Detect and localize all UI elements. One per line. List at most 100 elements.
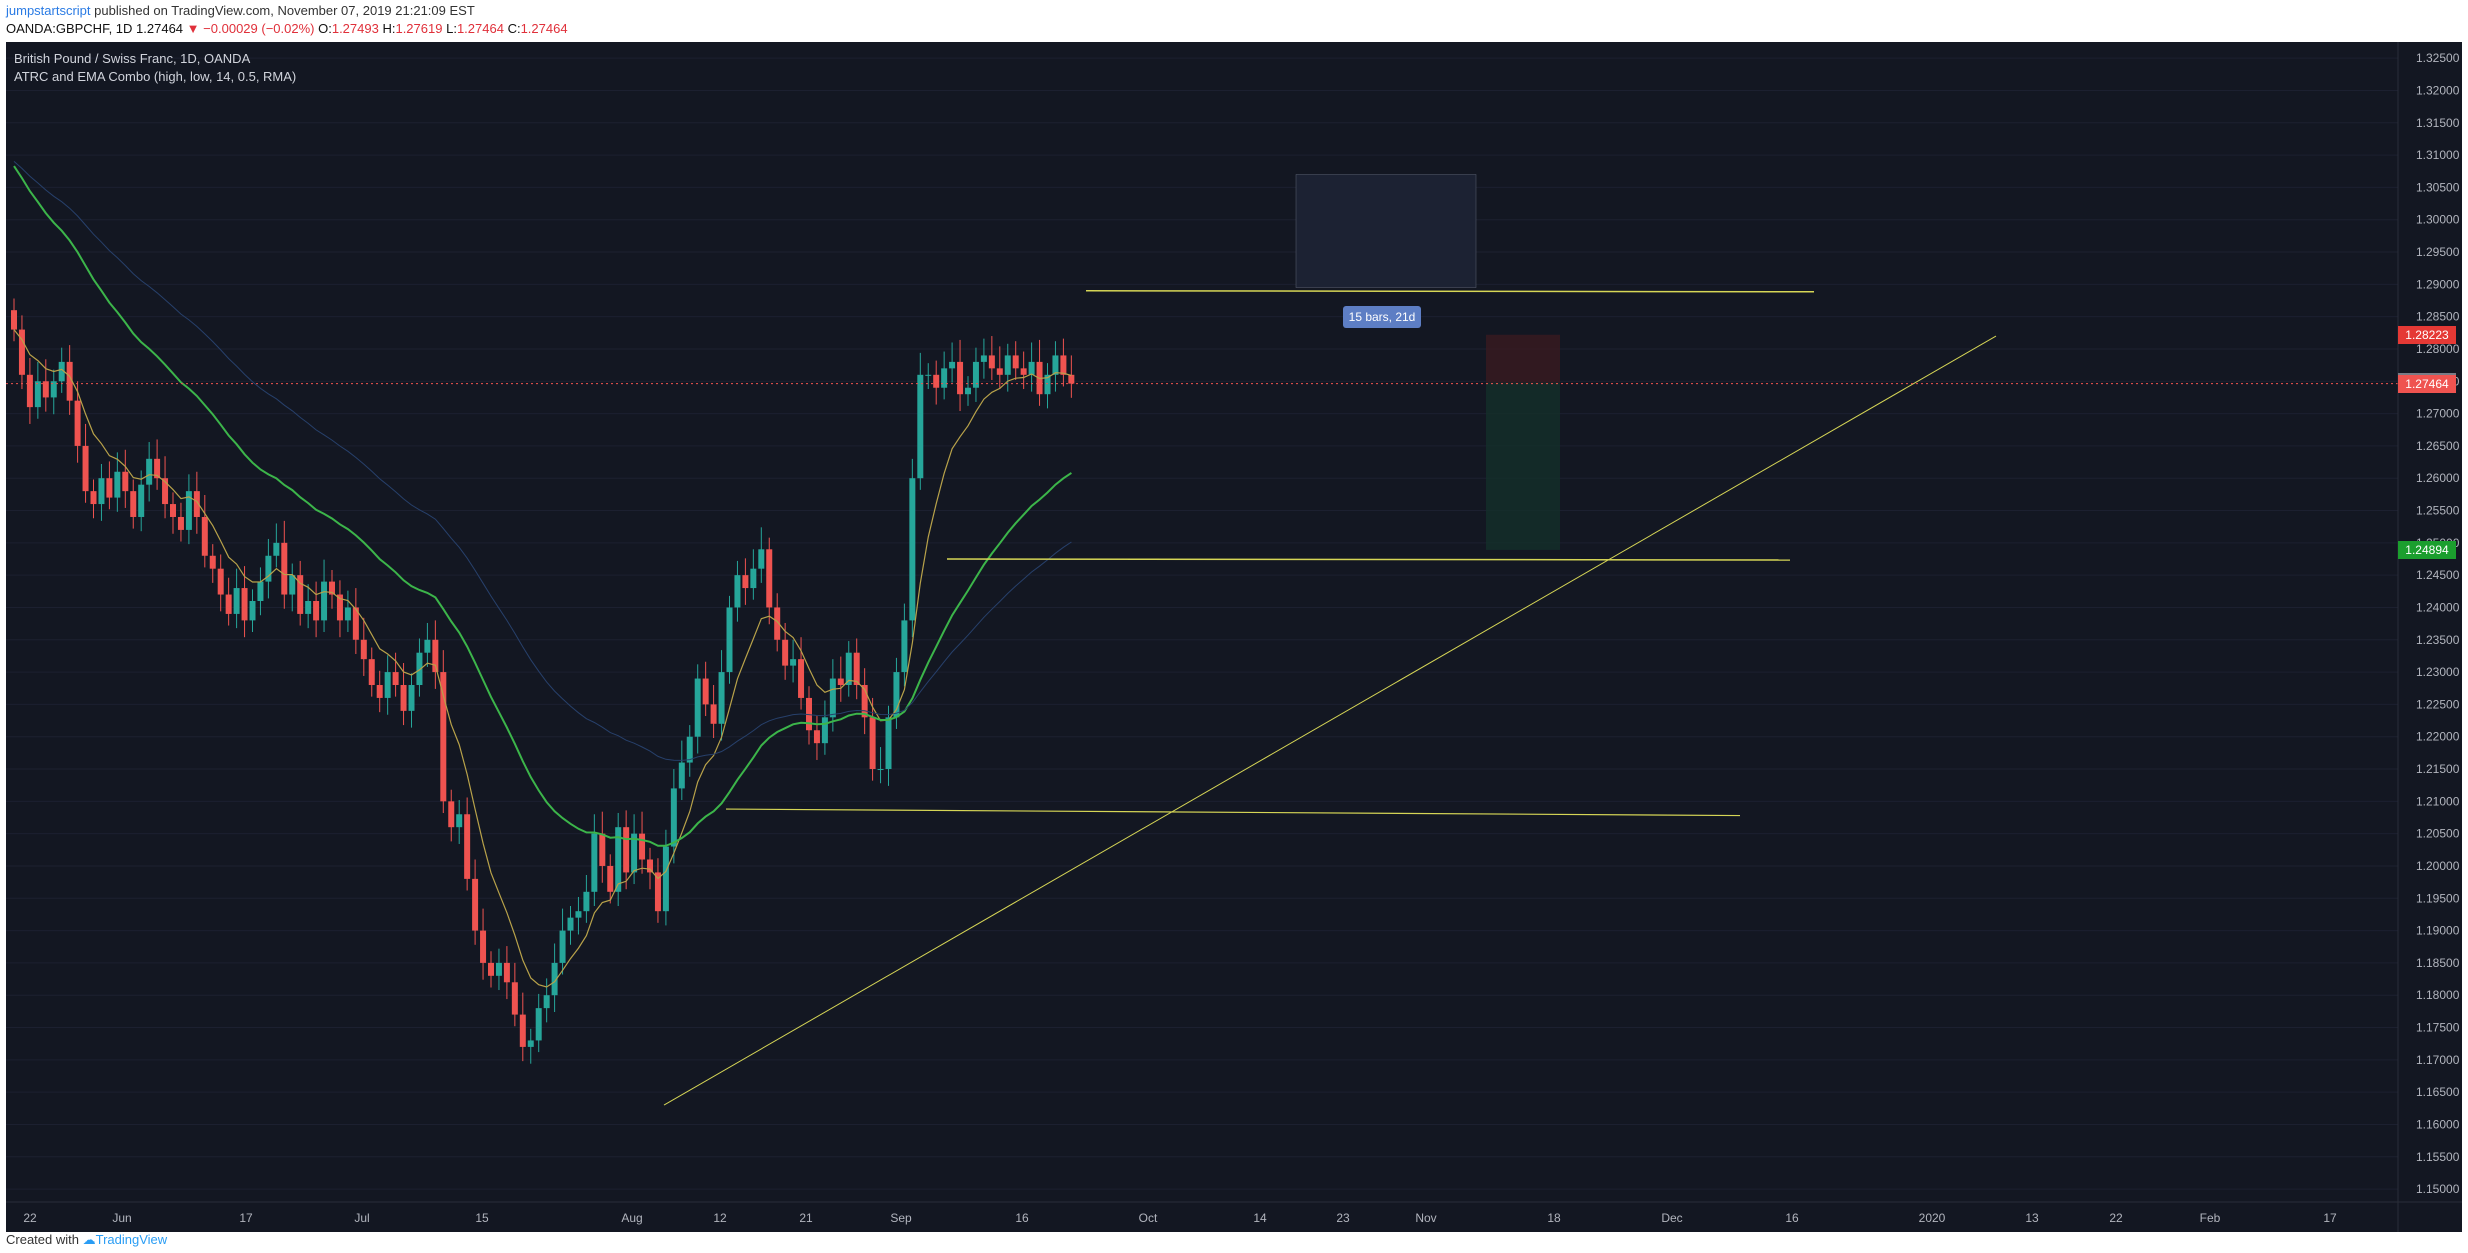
- rising-trendline: [663, 335, 1997, 1106]
- candle-body: [241, 588, 248, 621]
- candle-body: [551, 962, 558, 996]
- high-label: H:: [382, 21, 396, 36]
- time-tick-label: 22: [2109, 1211, 2123, 1225]
- candle-body: [321, 581, 328, 621]
- price-tick-label: 1.21000: [2416, 794, 2460, 808]
- footer: Created with ☁TradingView: [6, 1232, 167, 1253]
- candle-body: [472, 878, 479, 931]
- candle-body: [742, 575, 749, 589]
- candle-body: [837, 678, 844, 686]
- candle-body: [718, 672, 725, 724]
- candle-body: [639, 833, 646, 860]
- price-tag: 1.24894: [2398, 540, 2456, 559]
- time-tick-label: 13: [2025, 1211, 2039, 1225]
- candle-body: [933, 374, 940, 388]
- price-tick-label: 1.21500: [2416, 762, 2460, 776]
- price-change: −0.00029 (−0.02%): [203, 21, 315, 36]
- lower-support-line: [725, 808, 1741, 817]
- tradingview-brand[interactable]: TradingView: [95, 1232, 168, 1247]
- close-label: C:: [507, 21, 521, 36]
- candle-body: [877, 769, 884, 771]
- price-tick-label: 1.25500: [2416, 504, 2460, 518]
- candle-body: [893, 672, 900, 718]
- candle-body: [26, 374, 33, 408]
- candle-body: [106, 478, 113, 498]
- time-tick-label: 12: [713, 1211, 727, 1225]
- candle-body: [917, 374, 924, 479]
- candle-body: [527, 1040, 534, 1047]
- price-tick-label: 1.31500: [2416, 116, 2460, 130]
- candle-body: [965, 387, 971, 395]
- candle-body: [162, 478, 169, 505]
- price-tick-label: 1.22000: [2416, 730, 2460, 744]
- candle-body: [782, 639, 789, 666]
- candle-body: [710, 704, 717, 724]
- candle-body: [34, 381, 41, 408]
- high-value: 1.27619: [395, 21, 443, 36]
- time-tick-label: Sep: [890, 1211, 912, 1225]
- price-tick-label: 1.18000: [2416, 988, 2460, 1002]
- candle-body: [1012, 355, 1019, 369]
- candle-body: [503, 962, 510, 983]
- price-tick-label: 1.16000: [2416, 1117, 2460, 1131]
- price-tick-label: 1.32500: [2416, 51, 2460, 65]
- time-tick-label: 2020: [1919, 1211, 1946, 1225]
- candle-body: [170, 504, 176, 517]
- candle-body: [988, 355, 995, 369]
- time-tick-label: 14: [1253, 1211, 1267, 1225]
- candle-body: [583, 891, 590, 912]
- price-tick-label: 1.32000: [2416, 83, 2460, 97]
- publish-line: jumpstartscript published on TradingView…: [6, 3, 475, 18]
- candle-body: [11, 310, 17, 330]
- price-tick-label: 1.28000: [2416, 342, 2460, 356]
- price-tick-label: 1.29500: [2416, 245, 2460, 259]
- candle-body: [82, 445, 89, 492]
- candle-body: [448, 801, 455, 828]
- measure-tool-label[interactable]: 15 bars, 21d: [1343, 306, 1421, 328]
- candle-body: [678, 762, 685, 789]
- time-tick-label: 22: [23, 1211, 37, 1225]
- price-tick-label: 1.31000: [2416, 148, 2460, 162]
- candle-body: [647, 859, 653, 873]
- candle-body: [50, 381, 57, 398]
- resistance-line: [1085, 290, 1815, 293]
- price-tick-label: 1.28500: [2416, 310, 2460, 324]
- candle-body: [297, 575, 304, 614]
- candle-body: [313, 600, 320, 621]
- created-with-text: Created with: [6, 1232, 79, 1247]
- chart-panel[interactable]: 1.32500 1.32000 1.31500 1.31000 1.30500 1.300…: [6, 42, 2462, 1232]
- candle-body: [384, 672, 391, 698]
- time-tick-label: Nov: [1415, 1211, 1436, 1225]
- candle-body: [1052, 355, 1059, 375]
- candle-body: [416, 652, 423, 686]
- symbol-label: OANDA:GBPCHF, 1D: [6, 21, 133, 36]
- candle-body: [535, 1008, 542, 1041]
- price-tick-label: 1.20000: [2416, 859, 2460, 873]
- time-tick-label: 17: [239, 1211, 253, 1225]
- price-tick-label: 1.30000: [2416, 213, 2460, 227]
- candle-body: [18, 329, 25, 375]
- candle-body: [249, 600, 256, 621]
- candle-body: [495, 962, 502, 976]
- price-tag: 1.27464: [2398, 374, 2456, 393]
- candle-body: [408, 685, 415, 711]
- time-tick-label: 16: [1785, 1211, 1799, 1225]
- candle-body: [336, 594, 343, 621]
- price-tick-label: 1.23000: [2416, 665, 2460, 679]
- candle-body: [329, 581, 335, 595]
- candle-body: [185, 491, 192, 530]
- candle-body: [853, 652, 860, 686]
- candle-body: [909, 478, 916, 621]
- candle-body: [829, 678, 836, 718]
- time-tick-label: 16: [1015, 1211, 1029, 1225]
- tradingview-logo-icon[interactable]: ☁: [82, 1232, 96, 1247]
- candle-body: [1060, 355, 1067, 375]
- candle-body: [949, 361, 956, 369]
- author-link[interactable]: jumpstartscript: [6, 3, 91, 18]
- ema-fast-line: [13, 329, 1072, 988]
- candle-body: [559, 930, 566, 963]
- price-chart[interactable]: 1.32500 1.32000 1.31500 1.31000 1.30500 1.300…: [6, 42, 2462, 1232]
- candle-body: [233, 588, 240, 614]
- time-tick-label: Oct: [1139, 1211, 1158, 1225]
- ema-long-line: [13, 161, 1072, 761]
